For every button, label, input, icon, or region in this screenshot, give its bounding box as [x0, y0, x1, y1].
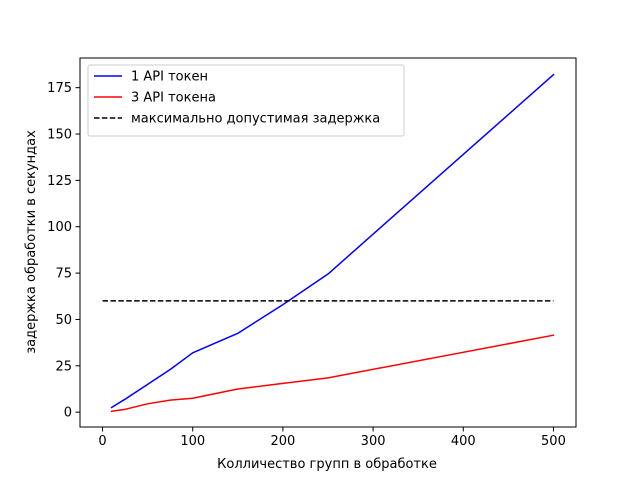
y-tick-label: 175	[47, 81, 72, 96]
legend: 1 API токен 3 API токена максимально допус…	[87, 64, 405, 137]
plot-area: 0 100 200 300 400 500 0 25 50 75 100 125 150 175	[47, 57, 577, 449]
legend-label-3: максимально допустимая задержка	[131, 112, 380, 127]
y-tick-label: 75	[55, 267, 72, 282]
x-tick-label: 500	[541, 434, 566, 449]
x-tick-label: 0	[98, 434, 106, 449]
y-axis-label: задержка обработки в секундах	[24, 130, 39, 354]
legend-label-2: 3 API токена	[131, 91, 216, 106]
y-tick-label: 150	[47, 128, 72, 143]
legend-label-1: 1 API токен	[131, 70, 208, 85]
legend-box	[87, 64, 405, 137]
x-tick-label: 400	[451, 434, 476, 449]
y-tick-label: 100	[47, 220, 72, 235]
y-tick-label: 125	[47, 174, 72, 189]
y-tick-label: 0	[64, 406, 72, 421]
x-tick-label: 100	[180, 434, 205, 449]
y-tick-label: 50	[55, 313, 72, 328]
x-tick-label: 200	[270, 434, 295, 449]
x-tick-label: 300	[361, 434, 386, 449]
y-tick-label: 25	[55, 359, 72, 374]
series-line-2	[110, 334, 555, 413]
x-axis-label: Колличество групп в обработке	[217, 457, 437, 472]
axes-frame	[79, 57, 577, 428]
series-line-1	[110, 73, 555, 409]
